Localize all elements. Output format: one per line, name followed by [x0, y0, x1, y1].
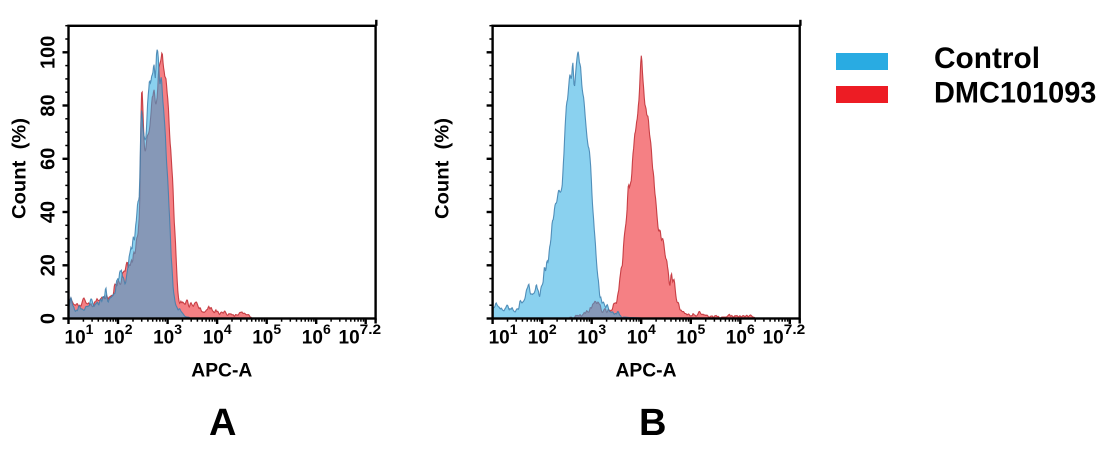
svg-text:B: B — [639, 402, 666, 444]
svg-text:60: 60 — [38, 148, 60, 170]
svg-text:20: 20 — [38, 254, 60, 276]
svg-text:100: 100 — [38, 36, 60, 69]
svg-text:APC-A: APC-A — [191, 361, 252, 382]
svg-text:Control: Control — [934, 42, 1040, 75]
svg-text:Count (%): Count (%) — [10, 118, 31, 219]
svg-text:A: A — [209, 402, 236, 444]
svg-text:40: 40 — [38, 201, 60, 223]
svg-text:Count (%): Count (%) — [433, 118, 454, 219]
svg-text:80: 80 — [38, 94, 60, 116]
svg-text:APC-A: APC-A — [616, 361, 677, 382]
svg-text:0: 0 — [38, 313, 60, 324]
svg-text:DMC101093: DMC101093 — [934, 76, 1096, 109]
